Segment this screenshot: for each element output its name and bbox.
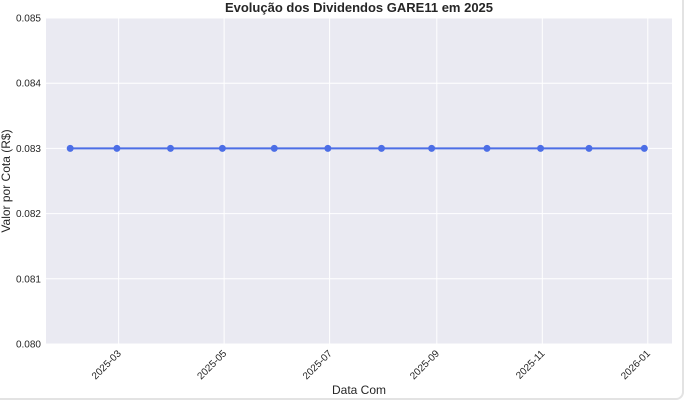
y-tick-label: 0.084 <box>16 79 41 90</box>
plot-background <box>46 18 672 344</box>
data-point <box>324 144 332 152</box>
data-point <box>218 144 226 152</box>
y-tick-label: 0.081 <box>16 274 41 285</box>
data-point <box>377 144 385 152</box>
y-tick-label: 0.080 <box>16 340 41 351</box>
x-axis-label: Data Com <box>332 383 386 397</box>
x-tick-label: 2026-01 <box>619 348 653 382</box>
y-tick-label: 0.085 <box>16 14 41 25</box>
y-axis-label: Valor por Cota (R$) <box>0 129 13 232</box>
data-point <box>270 144 278 152</box>
x-tick-label: 2025-07 <box>301 348 335 382</box>
data-point <box>640 144 648 152</box>
x-tick-label: 2025-09 <box>408 348 442 382</box>
x-axis-ticks: 2025-03 2025-05 2025-07 2025-09 2025-11 2026-… <box>90 348 653 382</box>
data-point <box>66 144 74 152</box>
x-tick-label: 2025-05 <box>196 348 230 382</box>
data-point <box>113 144 121 152</box>
y-axis-ticks: 0.080 0.081 0.082 0.083 0.084 0.085 <box>16 14 41 351</box>
x-tick-label: 2025-11 <box>514 348 548 382</box>
data-point <box>428 144 436 152</box>
vertical-gridlines <box>118 18 649 344</box>
data-point <box>167 144 175 152</box>
data-point <box>537 144 545 152</box>
x-tick-label: 2025-03 <box>90 348 124 382</box>
data-point <box>585 144 593 152</box>
data-point <box>483 144 491 152</box>
series-points <box>66 144 648 152</box>
y-tick-label: 0.083 <box>16 144 41 155</box>
y-tick-label: 0.082 <box>16 209 41 220</box>
chart-title: Evolução dos Dividendos GARE11 em 2025 <box>225 0 493 15</box>
